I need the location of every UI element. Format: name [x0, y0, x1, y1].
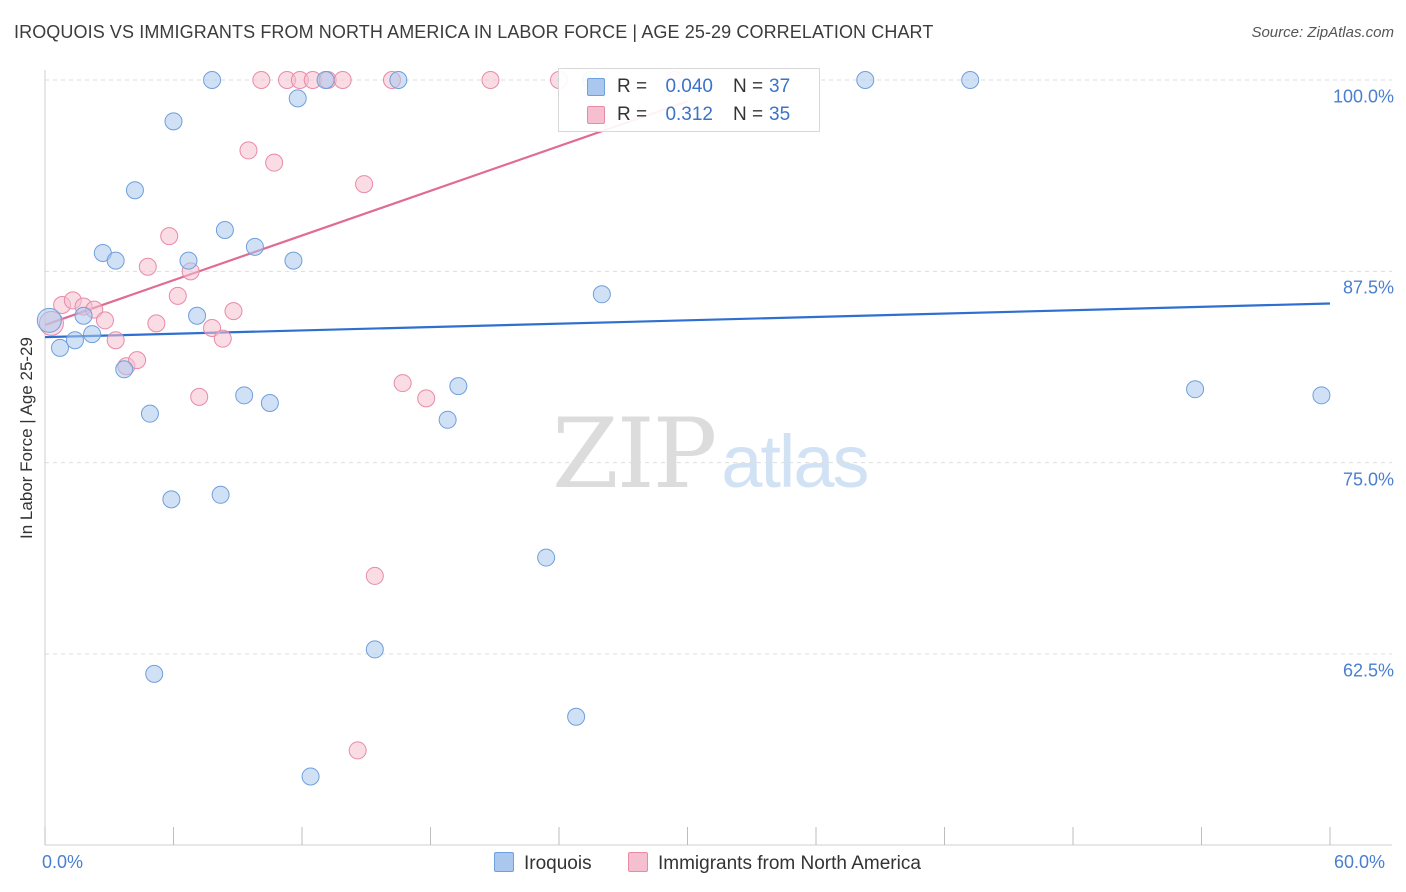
y-axis-label-wrap: In Labor Force | Age 25-29	[12, 288, 42, 588]
point-immigrants	[365, 566, 384, 585]
x-tick-label-min: 0.0%	[42, 852, 84, 872]
source-label: Source: ZipAtlas.com	[1251, 24, 1394, 41]
point-immigrants	[106, 331, 125, 350]
n-value: 37	[769, 76, 791, 97]
y-tick-label: 87.5%	[1342, 277, 1394, 298]
watermark-atlas: atlas	[721, 420, 869, 503]
point-iroquois	[179, 251, 198, 270]
legend-item-immigrants[interactable]: Immigrants from North America	[628, 852, 921, 875]
point-iroquois	[50, 338, 69, 357]
data-points	[36, 71, 1331, 786]
y-axis-label: In Labor Force | Age 25-29	[17, 337, 36, 539]
point-iroquois	[449, 377, 468, 396]
gridlines	[45, 79, 1392, 655]
point-iroquois	[125, 181, 144, 200]
legend-item-iroquois[interactable]: Iroquois	[494, 852, 592, 875]
point-iroquois	[235, 386, 254, 405]
stats-row-immigrants: R = 0.312 N = 35	[559, 101, 819, 127]
watermark: ZIPatlas	[552, 398, 870, 510]
point-immigrants	[481, 71, 500, 89]
r-label: R =	[617, 104, 648, 125]
point-iroquois	[284, 251, 303, 270]
point-immigrants	[265, 153, 284, 172]
point-iroquois	[164, 112, 183, 131]
stats-row-iroquois: R = 0.040 N = 37	[559, 73, 819, 99]
point-iroquois	[316, 71, 335, 89]
legend-label-iroquois: Iroquois	[524, 853, 592, 874]
r-value: 0.312	[665, 104, 713, 125]
point-iroquois	[140, 404, 159, 423]
point-immigrants	[190, 387, 209, 406]
point-immigrants	[95, 311, 114, 330]
trend-line-immigrants	[44, 100, 688, 326]
point-iroquois	[245, 237, 264, 256]
point-iroquois	[215, 221, 234, 240]
point-immigrants	[355, 175, 374, 194]
n-value: 35	[769, 104, 791, 125]
point-iroquois	[537, 548, 556, 567]
point-iroquois	[1312, 386, 1331, 405]
r-value: 0.040	[665, 76, 713, 97]
point-immigrants	[138, 257, 157, 276]
x-tick-label-max: 60.0%	[1334, 852, 1386, 872]
point-immigrants	[393, 374, 412, 393]
point-immigrants	[333, 71, 352, 89]
point-iroquois	[83, 325, 102, 344]
point-immigrants	[203, 318, 222, 337]
immigrants-swatch	[587, 106, 605, 124]
point-iroquois	[162, 490, 181, 509]
n-label: N =	[733, 104, 764, 125]
point-iroquois	[365, 640, 384, 659]
point-iroquois	[115, 360, 134, 379]
point-iroquois	[288, 89, 307, 108]
point-iroquois	[592, 285, 611, 304]
point-immigrants	[147, 314, 166, 333]
point-immigrants	[213, 329, 232, 348]
point-iroquois	[260, 393, 279, 412]
y-tick-label: 100.0%	[1332, 86, 1394, 107]
point-immigrants	[348, 741, 367, 760]
iroquois-swatch	[587, 78, 605, 96]
point-iroquois	[856, 71, 875, 89]
point-immigrants	[128, 351, 147, 370]
point-iroquois	[1186, 380, 1205, 399]
watermark-zip: ZIP	[552, 398, 717, 510]
legend-label-immigrants: Immigrants from North America	[658, 853, 921, 874]
point-iroquois	[438, 410, 457, 429]
trend-line-iroquois	[44, 302, 1331, 339]
point-iroquois	[65, 331, 84, 350]
n-label: N =	[733, 76, 764, 97]
point-immigrants	[168, 286, 187, 305]
point-immigrants	[239, 141, 258, 160]
point-iroquois	[36, 307, 62, 333]
point-iroquois	[567, 707, 586, 726]
point-immigrants	[224, 302, 243, 321]
point-immigrants	[252, 71, 271, 89]
point-iroquois	[188, 306, 207, 325]
y-tick-label: 62.5%	[1342, 660, 1394, 681]
point-immigrants	[417, 389, 436, 408]
trend-lines	[44, 100, 1331, 339]
legend-swatch-immigrants	[628, 852, 648, 872]
point-immigrants	[160, 227, 179, 246]
point-iroquois	[203, 71, 222, 89]
axes	[44, 70, 1392, 846]
stats-legend: R = 0.040 N = 37 R = 0.312 N = 35	[558, 68, 820, 132]
y-tick-label: 75.0%	[1342, 469, 1394, 490]
point-iroquois	[106, 251, 125, 270]
point-iroquois	[74, 306, 93, 325]
legend-swatch-iroquois	[494, 852, 514, 872]
point-iroquois	[961, 71, 980, 89]
point-iroquois	[145, 664, 164, 683]
r-label: R =	[617, 76, 648, 97]
point-iroquois	[211, 485, 230, 504]
point-iroquois	[389, 71, 408, 89]
chart-title: IROQUOIS VS IMMIGRANTS FROM NORTH AMERIC…	[14, 22, 934, 42]
point-iroquois	[301, 767, 320, 786]
